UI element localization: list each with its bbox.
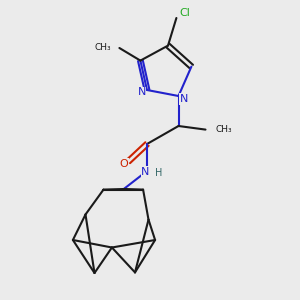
- Text: N: N: [180, 94, 188, 104]
- Text: N: N: [137, 87, 146, 98]
- Text: Cl: Cl: [179, 8, 190, 19]
- Text: O: O: [119, 159, 128, 169]
- Text: CH₃: CH₃: [215, 125, 232, 134]
- Text: H: H: [155, 168, 162, 178]
- Text: N: N: [141, 167, 150, 177]
- Text: CH₃: CH₃: [94, 44, 111, 52]
